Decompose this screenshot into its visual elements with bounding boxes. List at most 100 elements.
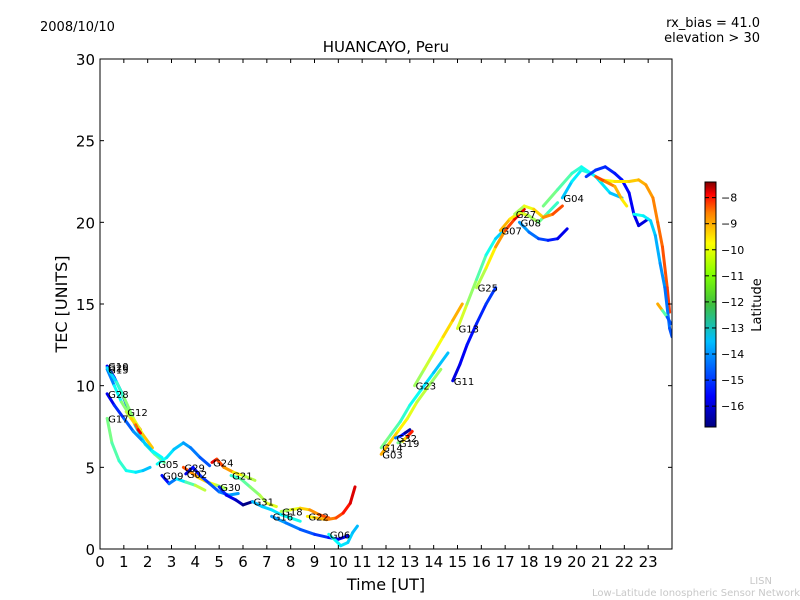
colorbar-tick-label: −13: [721, 322, 744, 335]
x-tick-label: 12: [376, 553, 395, 571]
series-track: [475, 207, 526, 290]
series-segment: [313, 532, 331, 540]
colorbar-tick-label: −10: [721, 244, 744, 257]
y-tick-label: 10: [76, 378, 95, 396]
series-label: G25: [478, 284, 498, 295]
series-segment: [649, 219, 657, 237]
series-segment: [191, 465, 202, 477]
series-segment: [122, 416, 135, 433]
y-tick-label: 15: [76, 296, 95, 314]
x-tick-label: 11: [353, 553, 372, 571]
series-track: [160, 474, 207, 492]
series-segment: [317, 513, 331, 520]
series-segment: [644, 183, 655, 200]
series-segment: [517, 211, 531, 218]
series-segment: [184, 480, 197, 487]
series-label: G11: [454, 377, 474, 388]
series-segment: [117, 459, 128, 473]
series-label: G23: [416, 382, 436, 393]
series-label: G18: [282, 507, 302, 518]
series-segment: [341, 501, 352, 515]
series-segment: [112, 384, 123, 404]
series-segment: [141, 439, 154, 453]
series-segment: [413, 367, 426, 388]
colorbar-tick-label: −12: [721, 296, 744, 309]
series-segment: [351, 524, 359, 535]
series-track: [394, 428, 412, 440]
series-segment: [308, 508, 321, 517]
x-tick-label: 1: [119, 553, 129, 571]
series-segment: [150, 449, 164, 460]
series-track: [124, 410, 143, 435]
series-segment: [241, 500, 255, 507]
series-segment: [513, 204, 526, 216]
series-segment: [110, 441, 121, 463]
series-segment: [556, 171, 574, 192]
series-track: [155, 441, 212, 468]
series-segment: [432, 351, 450, 375]
series-label: G13: [459, 325, 479, 336]
series-segment: [475, 253, 488, 281]
series-segment: [141, 433, 154, 450]
series-label: G22: [308, 512, 328, 523]
series-label: G07: [501, 227, 521, 238]
series-segment: [141, 465, 152, 473]
chart-title: HUANCAYO, Peru: [323, 38, 449, 56]
series-segment: [396, 416, 409, 433]
x-tick-label: 0: [95, 553, 105, 571]
series-segment: [522, 204, 536, 211]
series-segment: [348, 485, 357, 505]
x-tick-label: 15: [448, 553, 467, 571]
series-label: G10: [108, 362, 128, 373]
series-layer: [105, 165, 672, 548]
series-label: G16: [273, 512, 293, 523]
series-segment: [551, 204, 564, 216]
series-track: [513, 204, 564, 219]
colorbar: [704, 181, 717, 428]
series-track: [456, 227, 507, 330]
y-tick-label: 25: [76, 133, 95, 151]
series-segment: [665, 286, 672, 314]
series-segment: [627, 178, 641, 183]
x-tick-label: 14: [424, 553, 443, 571]
colorbar-tick-label: −11: [721, 270, 744, 283]
x-tick-label: 7: [262, 553, 272, 571]
series-segment: [658, 261, 667, 290]
y-axis-ticks: 0 5 10 15 20 25 30: [76, 51, 672, 559]
series-segment: [298, 527, 316, 536]
series-segment: [208, 482, 221, 494]
series-segment: [112, 403, 126, 420]
series-segment: [498, 217, 512, 232]
series-label: G24: [213, 458, 233, 469]
x-tick-label: 23: [639, 553, 658, 571]
series-track: [656, 302, 672, 326]
series-segment: [422, 351, 436, 371]
series-segment: [546, 237, 560, 242]
series-segment: [656, 220, 664, 249]
series-segment: [613, 184, 624, 201]
series-segment: [241, 474, 257, 482]
series-segment: [115, 380, 126, 399]
x-tick-label: 2: [143, 553, 153, 571]
series-segment: [594, 175, 607, 183]
series-segment: [336, 534, 350, 541]
series-segment: [279, 513, 293, 520]
series-segment: [251, 500, 264, 509]
series-segment: [184, 465, 195, 476]
series-label: G06: [330, 530, 350, 541]
series-segment: [432, 335, 445, 355]
series-segment: [475, 266, 488, 290]
series-segment: [594, 165, 607, 172]
series-segment: [503, 217, 517, 232]
series-segment: [627, 191, 636, 216]
series-track: [229, 474, 278, 509]
x-tick-label: 17: [496, 553, 515, 571]
y-tick-label: 30: [76, 51, 95, 69]
series-segment: [465, 278, 479, 306]
series-segment: [556, 227, 569, 241]
series-segment: [239, 477, 252, 489]
series-segment: [408, 387, 424, 407]
series-segment: [651, 196, 660, 224]
series-segment: [189, 446, 202, 460]
series-track: [517, 220, 569, 242]
